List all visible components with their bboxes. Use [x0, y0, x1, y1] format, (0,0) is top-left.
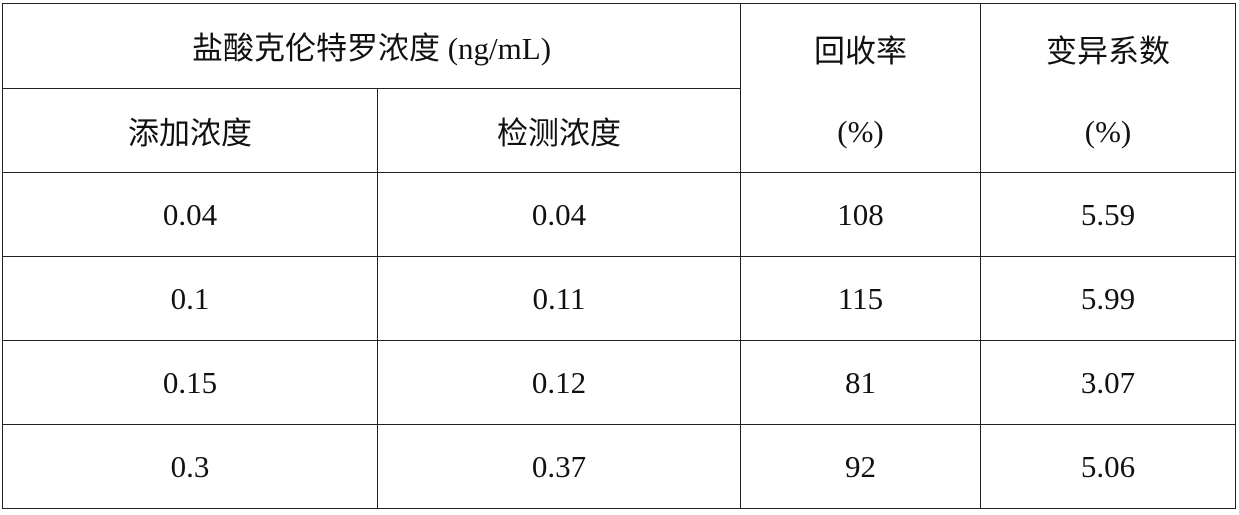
cell: 81: [741, 341, 981, 425]
cell: 0.12: [378, 341, 741, 425]
cell: 0.04: [3, 173, 378, 257]
header-line: 变异系数: [981, 26, 1235, 71]
cell: 5.06: [981, 425, 1236, 509]
header-lines: 变异系数 (%): [981, 4, 1235, 172]
cell: 108: [741, 173, 981, 257]
data-row: 0.10.111155.99: [3, 257, 1236, 341]
cell: 0.04: [378, 173, 741, 257]
cell: 5.59: [981, 173, 1236, 257]
table-body: 盐酸克伦特罗浓度 (ng/mL) 回收率(%) 变异系数(%) 添加浓度 检测浓…: [3, 4, 1236, 509]
sub-header: 检测浓度: [378, 88, 741, 173]
header-lines: 回收率 (%): [741, 4, 980, 172]
header-row: 盐酸克伦特罗浓度 (ng/mL) 回收率(%) 变异系数(%): [3, 4, 1236, 89]
data-row: 0.30.37925.06: [3, 425, 1236, 509]
sub-header: 添加浓度: [3, 88, 378, 173]
group-header: 盐酸克伦特罗浓度 (ng/mL): [3, 4, 741, 89]
cv-header: 变异系数 (%): [981, 4, 1236, 173]
data-table: 盐酸克伦特罗浓度 (ng/mL) 回收率(%) 变异系数(%) 添加浓度 检测浓…: [2, 3, 1236, 509]
page: 盐酸克伦特罗浓度 (ng/mL) 回收率(%) 变异系数(%) 添加浓度 检测浓…: [0, 0, 1239, 515]
header-line: 回收率: [741, 26, 980, 71]
data-row: 0.150.12813.07: [3, 341, 1236, 425]
cell: 0.1: [3, 257, 378, 341]
cell: 0.11: [378, 257, 741, 341]
cell: 0.3: [3, 425, 378, 509]
cell: 0.37: [378, 425, 741, 509]
header-line: (%): [981, 114, 1235, 150]
cell: 3.07: [981, 341, 1236, 425]
header-line: (%): [741, 114, 980, 150]
data-row: 0.040.041085.59: [3, 173, 1236, 257]
cell: 5.99: [981, 257, 1236, 341]
cell: 92: [741, 425, 981, 509]
cell: 115: [741, 257, 981, 341]
cell: 0.15: [3, 341, 378, 425]
recovery-header: 回收率 (%): [741, 4, 981, 173]
